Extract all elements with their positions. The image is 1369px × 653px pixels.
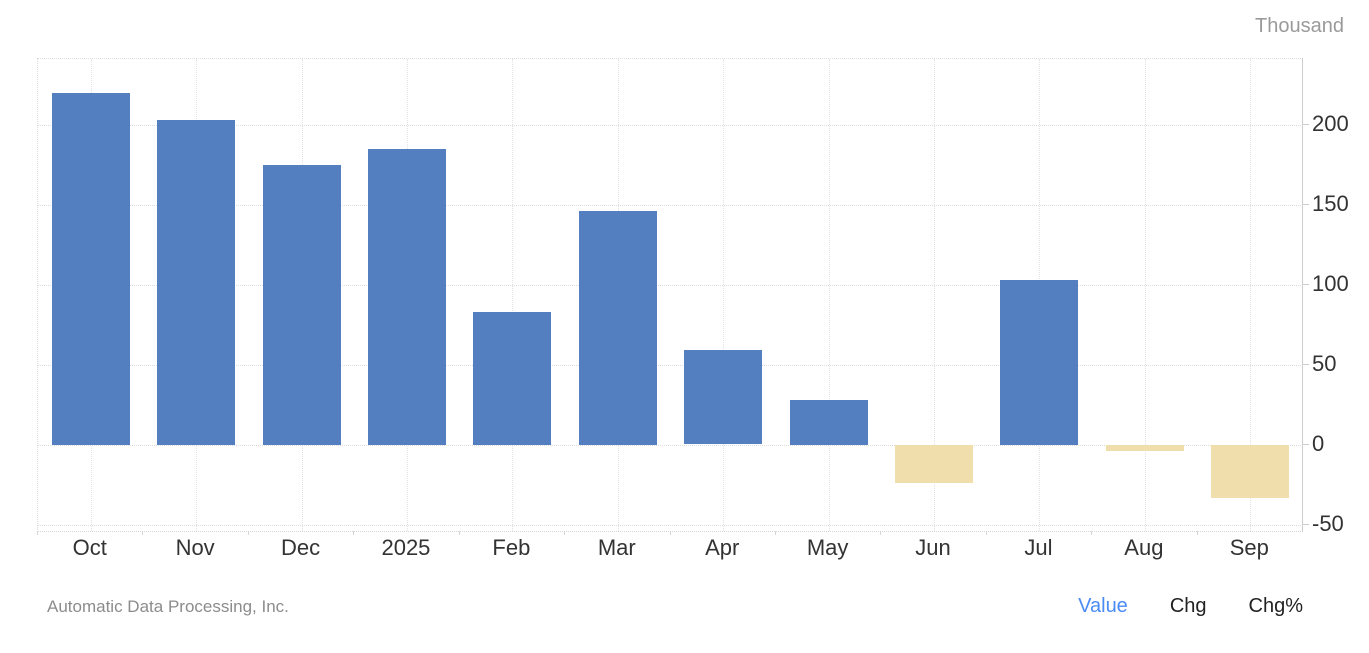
series-mode-switcher: Value Chg Chg% bbox=[1078, 595, 1303, 618]
y-axis-tick bbox=[1302, 124, 1309, 125]
bar-oct[interactable] bbox=[52, 93, 130, 445]
x-axis-tick-label: Nov bbox=[175, 535, 215, 560]
x-axis-tick-label: Jul bbox=[1024, 535, 1053, 560]
bar-jun[interactable] bbox=[895, 445, 973, 483]
bar-may[interactable] bbox=[790, 400, 868, 445]
v-gridline bbox=[1250, 59, 1251, 531]
bar-aug[interactable] bbox=[1106, 445, 1184, 451]
x-axis-tick bbox=[564, 531, 565, 535]
v-gridline bbox=[723, 59, 724, 531]
x-axis-tick bbox=[880, 531, 881, 535]
h-gridline bbox=[38, 445, 1303, 446]
y-axis-unit-label: Thousand bbox=[1255, 15, 1344, 37]
x-axis-tick bbox=[142, 531, 143, 535]
y-axis-line bbox=[1302, 58, 1303, 531]
x-axis-tick-label: 2025 bbox=[381, 535, 431, 560]
value-mode-link[interactable]: Value bbox=[1078, 595, 1128, 617]
x-axis-tick bbox=[37, 531, 38, 535]
y-axis-tick-label: 0 bbox=[1312, 431, 1325, 456]
y-axis-tick bbox=[1302, 364, 1309, 365]
x-axis-tick-label: Mar bbox=[597, 535, 636, 560]
v-gridline bbox=[829, 59, 830, 531]
v-gridline bbox=[934, 59, 935, 531]
bar-mar[interactable] bbox=[579, 211, 657, 445]
y-axis-tick bbox=[1302, 444, 1309, 445]
x-axis-tick bbox=[986, 531, 987, 535]
source-attribution: Automatic Data Processing, Inc. bbox=[47, 597, 289, 616]
bar-apr[interactable] bbox=[684, 350, 762, 444]
x-axis-tick bbox=[775, 531, 776, 535]
y-axis-tick bbox=[1302, 524, 1309, 525]
h-gridline bbox=[38, 205, 1303, 206]
x-axis-tick bbox=[459, 531, 460, 535]
x-axis-tick-label: May bbox=[806, 535, 849, 560]
x-axis-tick bbox=[353, 531, 354, 535]
y-axis-tick bbox=[1302, 284, 1309, 285]
bar-nov[interactable] bbox=[157, 120, 235, 445]
x-axis-tick-label: Apr bbox=[705, 535, 740, 560]
h-gridline bbox=[38, 525, 1303, 526]
y-axis-tick-label: -50 bbox=[1312, 511, 1344, 536]
x-axis-tick bbox=[1091, 531, 1092, 535]
v-gridline bbox=[1145, 59, 1146, 531]
plot-area bbox=[37, 58, 1303, 532]
bar-dec[interactable] bbox=[263, 165, 341, 445]
x-axis-tick bbox=[248, 531, 249, 535]
h-gridline bbox=[38, 125, 1303, 126]
chg-mode-link[interactable]: Chg bbox=[1169, 595, 1207, 617]
x-axis-tick-label: Feb bbox=[492, 535, 531, 560]
x-axis-tick-label: Oct bbox=[72, 535, 107, 560]
bar-jul[interactable] bbox=[1000, 280, 1078, 445]
bar-sep[interactable] bbox=[1211, 445, 1289, 498]
x-axis-tick-label: Jun bbox=[915, 535, 951, 560]
x-axis-tick-label: Dec bbox=[280, 535, 321, 560]
chg-pct-mode-link[interactable]: Chg% bbox=[1248, 595, 1303, 617]
h-gridline bbox=[38, 365, 1303, 366]
y-axis-tick bbox=[1302, 204, 1309, 205]
y-axis-tick-label: 200 bbox=[1312, 111, 1349, 136]
x-axis-tick bbox=[670, 531, 671, 535]
h-gridline bbox=[38, 285, 1303, 286]
bar-2025[interactable] bbox=[368, 149, 446, 445]
y-axis-tick-label: 100 bbox=[1312, 271, 1349, 296]
x-axis-tick-label: Sep bbox=[1229, 535, 1269, 560]
y-axis-tick-label: 150 bbox=[1312, 191, 1349, 216]
y-axis-tick-label: 50 bbox=[1312, 351, 1337, 376]
v-gridline bbox=[512, 59, 513, 531]
x-axis-tick bbox=[1197, 531, 1198, 535]
x-axis-tick-label: Aug bbox=[1124, 535, 1164, 560]
bar-feb[interactable] bbox=[473, 312, 551, 445]
